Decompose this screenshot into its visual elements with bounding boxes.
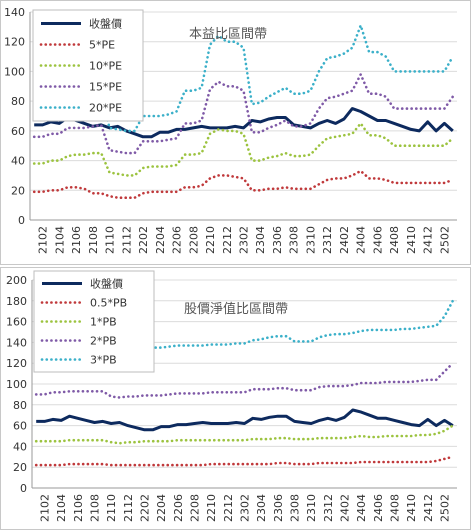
x-tick-label: 2402 (338, 226, 351, 254)
x-tick-label: 2208 (189, 494, 202, 522)
pe-band-chart: 0 20 40 60 80 100 120 140 2102 2104 2106 2108 2110 21… (0, 0, 471, 265)
x-tick-label: 2502 (439, 494, 452, 522)
x-tick-label: 2306 (271, 226, 284, 254)
x-tick-label: 2310 (304, 226, 317, 254)
series-line-0 (34, 107, 454, 139)
x-tick-label: 2402 (339, 494, 352, 522)
legend: 收盤價 0.5*PB 1*PB 2*PB 3*PB (33, 270, 155, 373)
x-tick-label: 2204 (155, 494, 168, 522)
x-tick-label: 2406 (372, 494, 385, 522)
x-tick-label: 2106 (70, 226, 83, 254)
x-tick-label: 2212 (221, 226, 234, 254)
y-tick-label: 0 (18, 214, 25, 227)
y-tick-label: 180 (6, 295, 27, 308)
y-tick-label: 80 (13, 399, 27, 412)
x-tick-label: 2104 (53, 226, 66, 254)
chart-title: 本益比區間帶 (189, 27, 267, 42)
x-tick-label: 2312 (321, 226, 334, 254)
x-tick-label: 2210 (204, 226, 217, 254)
x-tick-label: 2408 (388, 226, 401, 254)
legend-label-0: 收盤價 (89, 17, 122, 31)
x-tick-label: 2208 (187, 226, 200, 254)
series-line-2 (32, 122, 455, 177)
y-tick-label: 60 (13, 420, 27, 433)
y-tick-label: 160 (6, 316, 27, 329)
x-tick-label: 2310 (305, 494, 318, 522)
series-line-0 (36, 408, 454, 432)
y-tick-label: 120 (6, 357, 27, 370)
y-tick-label: 120 (4, 36, 25, 49)
x-tick-label: 2304 (255, 494, 268, 522)
x-tick-label: 2206 (172, 494, 185, 522)
x-tick-label: 2302 (239, 494, 252, 522)
x-tick-label: 2308 (289, 494, 302, 522)
x-tick-label: 2304 (254, 226, 267, 254)
y-tick-label: 200 (6, 274, 27, 287)
x-tick-label: 2112 (120, 226, 133, 254)
y-tick-label: 60 (11, 125, 25, 138)
x-tick-label: 2110 (104, 226, 117, 254)
legend-label-0: 收盤價 (90, 277, 123, 291)
pe-band-chart-panel: 0 20 40 60 80 100 120 140 2102 2104 2106 2108 2110 21… (0, 0, 471, 265)
x-tick-label: 2108 (89, 494, 102, 522)
series-line-1 (32, 169, 455, 199)
y-tick-label: 140 (4, 6, 25, 19)
y-tick-label: 80 (11, 95, 25, 108)
x-tick-label: 2410 (405, 226, 418, 254)
pb-band-chart: 0 20 40 60 80 100 120 140 160 180 200 2102 2104 2106 2… (0, 267, 471, 530)
series-line-2 (34, 424, 455, 445)
legend-label-2: 1*PB (90, 316, 117, 329)
x-tick-label: 2202 (139, 494, 152, 522)
x-tick-label: 2108 (87, 226, 100, 254)
legend-label-2: 10*PE (89, 60, 122, 73)
x-tick-label: 2308 (288, 226, 301, 254)
x-tick-label: 2312 (322, 494, 335, 522)
x-tick-label: 2102 (39, 494, 52, 522)
series-line-3 (34, 361, 455, 399)
legend-label-4: 3*PB (90, 354, 117, 367)
x-tick-label: 2210 (205, 494, 218, 522)
x-tick-label: 2404 (355, 226, 368, 254)
x-tick-label: 2412 (422, 494, 435, 522)
x-tick-label: 2206 (171, 226, 184, 254)
y-tick-label: 0 (20, 482, 27, 495)
x-tick-label: 2204 (154, 226, 167, 254)
chart-title: 股價淨值比區間帶 (184, 301, 288, 317)
legend-label-4: 20*PE (89, 102, 122, 115)
x-tick-label: 2306 (272, 494, 285, 522)
y-tick-label: 20 (11, 184, 25, 197)
x-tick-label: 2106 (72, 494, 85, 522)
x-tick-label: 2104 (55, 494, 68, 522)
legend-label-1: 0.5*PB (90, 297, 127, 310)
x-tick-label: 2410 (405, 494, 418, 522)
series-line-1 (34, 455, 455, 467)
y-tick-label: 40 (13, 440, 27, 453)
legend-label-1: 5*PE (89, 39, 115, 52)
y-tick-label: 100 (4, 65, 25, 78)
x-tick-label: 2406 (371, 226, 384, 254)
legend-label-3: 15*PE (89, 81, 122, 94)
x-tick-label: 2404 (355, 494, 368, 522)
x-tick-label: 2302 (238, 226, 251, 254)
x-tick-label: 2202 (137, 226, 150, 254)
x-tick-label: 2212 (222, 494, 235, 522)
x-tick-label: 2412 (422, 226, 435, 254)
legend: 收盤價 5*PE 10*PE 15*PE 20*PE (32, 9, 144, 122)
y-tick-label: 40 (11, 155, 25, 168)
x-tick-label: 2502 (438, 226, 451, 254)
y-tick-label: 140 (6, 336, 27, 349)
legend-box (33, 270, 155, 373)
x-tick-label: 2102 (37, 226, 50, 254)
y-tick-label: 20 (13, 461, 27, 474)
y-tick-label: 100 (6, 378, 27, 391)
x-tick-label: 2110 (105, 494, 118, 522)
x-tick-label: 2112 (122, 494, 135, 522)
x-tick-label: 2408 (389, 494, 402, 522)
pb-band-chart-panel: 0 20 40 60 80 100 120 140 160 180 200 2102 2104 2106 2… (0, 267, 471, 530)
legend-label-3: 2*PB (90, 335, 117, 348)
